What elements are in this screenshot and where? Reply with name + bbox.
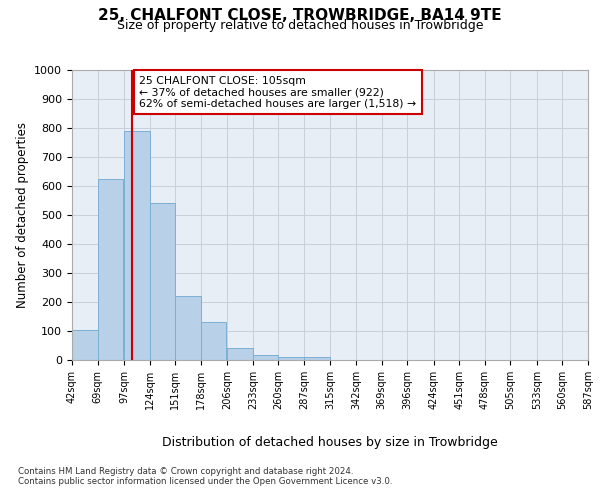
Bar [98,180,123,360]
Text: Distribution of detached houses by size in Trowbridge: Distribution of detached houses by size … [162,436,498,449]
Bar [149,204,175,360]
Text: Size of property relative to detached houses in Trowbridge: Size of property relative to detached ho… [117,19,483,32]
Text: 25 CHALFONT CLOSE: 105sqm
← 37% of detached houses are smaller (922)
62% of semi: 25 CHALFONT CLOSE: 105sqm ← 37% of detac… [139,76,416,109]
Bar [253,355,278,360]
Bar [201,322,226,360]
Text: Contains public sector information licensed under the Open Government Licence v3: Contains public sector information licen… [18,477,392,486]
Bar [175,296,201,360]
Bar [304,357,329,360]
Bar [227,348,253,360]
Y-axis label: Number of detached properties: Number of detached properties [16,122,29,308]
Text: Contains HM Land Registry data © Crown copyright and database right 2024.: Contains HM Land Registry data © Crown c… [18,467,353,476]
Text: 25, CHALFONT CLOSE, TROWBRIDGE, BA14 9TE: 25, CHALFONT CLOSE, TROWBRIDGE, BA14 9TE [98,8,502,22]
Bar [278,357,304,360]
Bar [124,131,149,360]
Bar [72,330,98,360]
